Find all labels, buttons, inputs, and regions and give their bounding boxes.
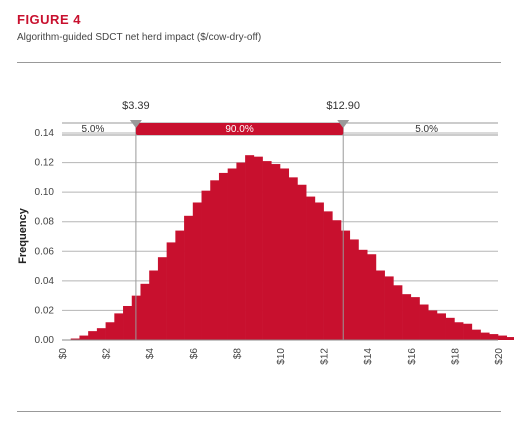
histogram-bar xyxy=(506,337,514,340)
histogram-bar xyxy=(367,254,377,340)
histogram-bar xyxy=(288,177,298,340)
histogram-bar xyxy=(306,196,316,340)
y-tick-label: 0.10 xyxy=(35,187,55,198)
histogram-bar xyxy=(393,285,403,340)
histogram-bar xyxy=(79,335,89,340)
histogram-bar xyxy=(201,190,211,340)
x-tick-label: $4 xyxy=(145,348,156,360)
histogram-bar xyxy=(375,270,385,340)
histogram-bar xyxy=(140,283,150,340)
histogram-bar xyxy=(227,168,237,340)
histogram-bar xyxy=(332,220,342,340)
histogram-bar xyxy=(271,164,281,340)
histogram-bar xyxy=(262,161,272,340)
x-tick-label: $6 xyxy=(189,348,200,360)
histogram-bar xyxy=(410,297,420,340)
histogram-bar xyxy=(236,162,246,340)
histogram-bar xyxy=(157,257,167,340)
histogram-bar xyxy=(419,304,429,340)
x-tick-label: $2 xyxy=(102,348,113,360)
x-tick-label: $18 xyxy=(450,348,461,365)
upper-marker-icon xyxy=(337,120,350,128)
lower-value-label: $3.39 xyxy=(122,100,150,112)
histogram-bar xyxy=(184,215,194,340)
y-tick-label: 0.02 xyxy=(35,305,55,316)
histogram-bar xyxy=(88,331,98,340)
bottom-rule xyxy=(17,411,501,412)
histogram-bar xyxy=(454,322,464,340)
histogram-bar xyxy=(297,184,307,340)
histogram-bar xyxy=(149,270,159,340)
x-tick-label: $0 xyxy=(58,348,69,360)
x-tick-label: $16 xyxy=(407,348,418,365)
histogram-bar xyxy=(70,338,80,340)
histogram-bar xyxy=(96,328,106,340)
histogram-bar xyxy=(489,334,499,340)
middle-percent: 90.0% xyxy=(225,124,253,135)
histogram-bar xyxy=(480,332,490,340)
histogram-bar xyxy=(105,322,115,340)
figure-subtitle: Algorithm-guided SDCT net herd impact ($… xyxy=(17,32,262,43)
histogram-bar xyxy=(280,168,290,340)
histogram-bar xyxy=(471,329,481,340)
histogram-bar xyxy=(384,276,394,340)
histogram-bar xyxy=(192,202,202,340)
y-tick-label: 0.04 xyxy=(35,276,55,287)
histogram-bar xyxy=(445,317,455,340)
upper-value-label: $12.90 xyxy=(326,100,360,112)
histogram-bar xyxy=(218,172,228,340)
middle-band xyxy=(135,123,344,135)
histogram-bar xyxy=(341,230,351,340)
figure-label: FIGURE 4 xyxy=(17,12,81,27)
histogram-bar xyxy=(358,249,368,340)
histogram-bar xyxy=(349,239,359,340)
histogram-bar xyxy=(253,156,263,340)
histogram-bar xyxy=(323,211,333,340)
histogram-bar xyxy=(498,335,508,340)
x-tick-label: $20 xyxy=(494,348,505,365)
x-tick-label: $14 xyxy=(363,348,374,365)
lower-marker-icon xyxy=(129,120,142,128)
y-tick-label: 0.08 xyxy=(35,217,55,228)
histogram-bar xyxy=(166,242,176,340)
histogram-bar xyxy=(428,310,438,340)
right-tail-percent: 5.0% xyxy=(415,124,438,135)
histogram-bar xyxy=(210,180,220,340)
y-tick-label: 0.00 xyxy=(35,335,55,346)
y-tick-label: 0.12 xyxy=(35,158,55,169)
histogram-bar xyxy=(402,294,412,340)
histogram-bar xyxy=(463,323,473,340)
y-axis-label: Frequency xyxy=(17,207,29,264)
y-tick-label: 0.14 xyxy=(35,128,55,139)
y-tick-label: 0.06 xyxy=(35,246,55,257)
histogram-bar xyxy=(314,202,324,340)
histogram-bar xyxy=(175,230,185,340)
histogram-bar xyxy=(245,155,255,340)
histogram-bar xyxy=(123,305,133,340)
x-tick-label: $12 xyxy=(320,348,331,365)
top-rule xyxy=(17,62,501,63)
histogram-bar xyxy=(436,313,446,340)
histogram-bar xyxy=(114,313,124,340)
left-tail-percent: 5.0% xyxy=(82,124,105,135)
x-tick-label: $8 xyxy=(232,348,243,360)
x-tick-label: $10 xyxy=(276,348,287,365)
